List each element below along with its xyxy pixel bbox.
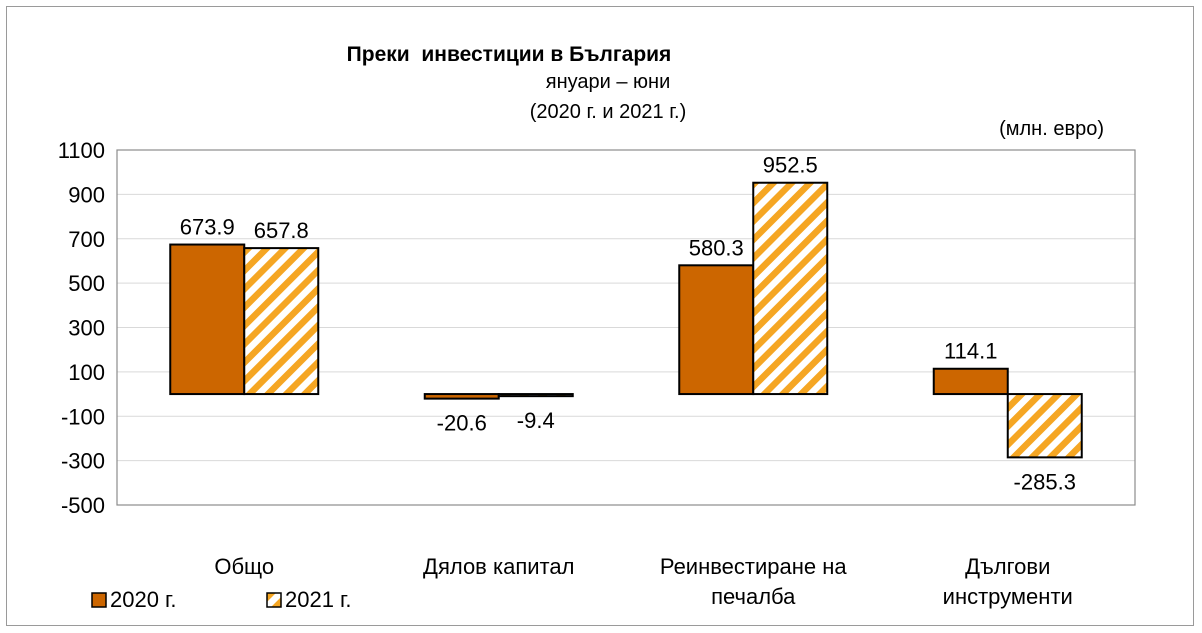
- category-label: печалба: [711, 584, 796, 609]
- bar-2021-0: [243, 247, 320, 396]
- bar-2021-3: [1006, 393, 1083, 459]
- chart-subtitle-line2: (2020 г. и 2021 г.): [530, 101, 687, 123]
- y-tick-label: 900: [68, 182, 105, 207]
- bar-2021-1: [497, 393, 574, 398]
- y-axis: 1100 900 700 500 300 100 -100 -300 -500: [58, 138, 105, 518]
- legend-label-2020: 2020 г.: [110, 587, 177, 612]
- y-tick-label: -100: [61, 404, 105, 429]
- data-label: 673.9: [180, 215, 235, 240]
- data-label: -20.6: [437, 411, 487, 436]
- bars: [169, 181, 1083, 459]
- legend-label-2021: 2021 г.: [285, 587, 352, 612]
- y-tick-label: -500: [61, 493, 105, 518]
- category-label: Реинвестиране на: [660, 554, 848, 579]
- plot-area: [116, 149, 1136, 506]
- y-tick-label: 1100: [58, 138, 105, 163]
- bar-2020-1: [423, 393, 500, 400]
- bar-2021-2: [752, 181, 829, 396]
- data-label: -9.4: [517, 408, 555, 433]
- y-tick-label: 300: [68, 316, 105, 341]
- unit-label: (млн. евро): [999, 118, 1104, 140]
- y-tick-label: 500: [68, 271, 105, 296]
- bar-2020-2: [678, 264, 755, 396]
- legend: 2020 г. 2021 г.: [91, 587, 352, 612]
- y-tick-label: -300: [61, 449, 105, 474]
- y-tick-label: 100: [68, 360, 105, 385]
- bar-2020-0: [169, 243, 246, 396]
- legend-swatch-2021: [266, 592, 282, 608]
- category-labels: Общо Дялов капитал Реинвестиране на печалба…: [214, 554, 1072, 609]
- data-label: 114.1: [944, 339, 997, 364]
- data-labels: 673.9 657.8 -20.6 -9.4 580.3 952.5 114.1 -285.3: [180, 153, 1076, 495]
- data-label: 657.8: [254, 218, 309, 243]
- data-label: 580.3: [689, 235, 744, 260]
- category-label: Общо: [214, 554, 274, 579]
- category-label: Дялов капитал: [423, 554, 574, 579]
- bar-2020-3: [932, 367, 1009, 396]
- y-tick-label: 700: [68, 227, 105, 252]
- chart-svg: Преки инвестиции в България януари – юни…: [58, 43, 1136, 612]
- legend-swatch-2020: [91, 592, 107, 608]
- chart-title: Преки инвестиции в България: [347, 43, 672, 66]
- category-label: Дългови: [965, 554, 1050, 579]
- chart-subtitle-line1: януари – юни: [546, 71, 671, 93]
- data-label: -285.3: [1014, 469, 1076, 494]
- chart-frame: Преки инвестиции в България януари – юни…: [6, 6, 1194, 626]
- category-label: инструменти: [943, 584, 1073, 609]
- data-label: 952.5: [763, 153, 818, 178]
